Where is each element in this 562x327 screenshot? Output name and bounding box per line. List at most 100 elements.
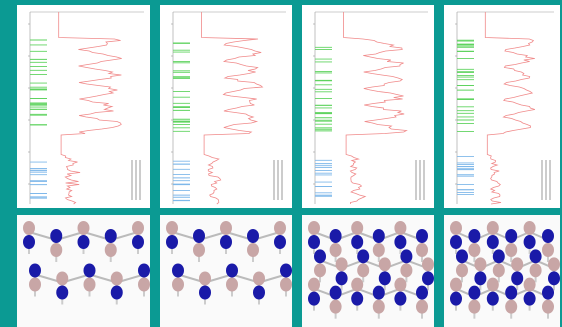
- atom-lobe: [336, 257, 348, 271]
- atom-lobe: [416, 300, 428, 314]
- atom-lobe: [330, 300, 342, 314]
- atom-lobe: [373, 229, 385, 243]
- atom-lobe: [394, 221, 406, 235]
- atom-lobe: [226, 278, 238, 292]
- atom-lobe: [450, 221, 462, 235]
- atom-lobe: [511, 271, 523, 285]
- atom-lobe: [308, 278, 320, 292]
- atom-lobe: [330, 286, 342, 300]
- atom-lobe: [336, 271, 348, 285]
- atom-lobe: [308, 221, 320, 235]
- atom-lobe: [548, 271, 560, 285]
- atom-lobe: [23, 221, 35, 235]
- atom-lobe: [487, 292, 499, 306]
- atom-lobe: [166, 235, 178, 249]
- atom-lobe: [29, 278, 41, 292]
- atom-lobe: [394, 235, 406, 249]
- atom-lobe: [505, 229, 517, 243]
- atom-lobe: [274, 235, 286, 249]
- atom-lobe: [274, 221, 286, 235]
- atom-lobe: [416, 229, 428, 243]
- atom-lobe: [50, 243, 62, 257]
- spectrum-panel: [160, 5, 292, 208]
- atom-lobe: [450, 278, 462, 292]
- atom-lobe: [78, 221, 90, 235]
- atom-lobe: [468, 300, 480, 314]
- molecule-panel: [160, 215, 292, 327]
- spectrum-panel: [17, 5, 150, 208]
- atom-lobe: [511, 257, 523, 271]
- panel-background: [302, 5, 434, 208]
- atom-lobe: [280, 264, 292, 278]
- atom-lobe: [379, 271, 391, 285]
- atom-lobe: [111, 272, 123, 286]
- atom-lobe: [416, 243, 428, 257]
- atom-lobe: [132, 235, 144, 249]
- molecule-panel: [17, 215, 150, 327]
- atom-lobe: [524, 292, 536, 306]
- atom-lobe: [530, 263, 542, 277]
- page: (() => { const data = JSON.parse(documen…: [0, 0, 562, 327]
- atom-lobe: [400, 249, 412, 263]
- atom-lobe: [280, 278, 292, 292]
- atom-lobe: [487, 221, 499, 235]
- atom-lobe: [456, 249, 468, 263]
- atom-lobe: [351, 221, 363, 235]
- atom-lobe: [330, 243, 342, 257]
- atom-lobe: [468, 243, 480, 257]
- atom-lobe: [166, 221, 178, 235]
- atom-lobe: [548, 257, 560, 271]
- spectrum-panel: [444, 5, 560, 208]
- atom-lobe: [542, 229, 554, 243]
- atom-lobe: [132, 221, 144, 235]
- atom-lobe: [220, 221, 232, 235]
- atom-lobe: [373, 243, 385, 257]
- atom-lobe: [29, 264, 41, 278]
- atom-lobe: [487, 278, 499, 292]
- atom-lobe: [400, 263, 412, 277]
- atom-lobe: [247, 229, 259, 243]
- atom-lobe: [23, 235, 35, 249]
- atom-lobe: [308, 292, 320, 306]
- atom-lobe: [422, 257, 434, 271]
- atom-lobe: [138, 264, 150, 278]
- atom-lobe: [456, 263, 468, 277]
- atom-lobe: [505, 243, 517, 257]
- atom-lobe: [373, 286, 385, 300]
- figure: [0, 0, 562, 327]
- atom-lobe: [474, 257, 486, 271]
- atom-lobe: [220, 235, 232, 249]
- atom-lobe: [505, 300, 517, 314]
- panel-background: [17, 5, 150, 208]
- atom-lobe: [468, 229, 480, 243]
- atom-lobe: [422, 271, 434, 285]
- atom-lobe: [351, 292, 363, 306]
- molecule-panel: [302, 215, 434, 327]
- atom-lobe: [308, 235, 320, 249]
- atom-lobe: [542, 300, 554, 314]
- atom-lobe: [416, 286, 428, 300]
- atom-lobe: [373, 300, 385, 314]
- atom-lobe: [193, 229, 205, 243]
- atom-lobe: [226, 264, 238, 278]
- atom-lobe: [78, 235, 90, 249]
- atom-lobe: [351, 278, 363, 292]
- atom-lobe: [530, 249, 542, 263]
- atom-lobe: [172, 278, 184, 292]
- atom-lobe: [542, 243, 554, 257]
- atom-lobe: [199, 286, 211, 300]
- atom-lobe: [524, 235, 536, 249]
- atom-lobe: [505, 286, 517, 300]
- atom-lobe: [542, 286, 554, 300]
- atom-lobe: [487, 235, 499, 249]
- atom-lobe: [172, 264, 184, 278]
- atom-lobe: [111, 286, 123, 300]
- atom-lobe: [493, 249, 505, 263]
- atom-lobe: [379, 257, 391, 271]
- atom-lobe: [474, 271, 486, 285]
- atom-lobe: [351, 235, 363, 249]
- molecule-panel: [444, 215, 560, 327]
- atom-lobe: [84, 264, 96, 278]
- atom-lobe: [314, 263, 326, 277]
- atom-lobe: [468, 286, 480, 300]
